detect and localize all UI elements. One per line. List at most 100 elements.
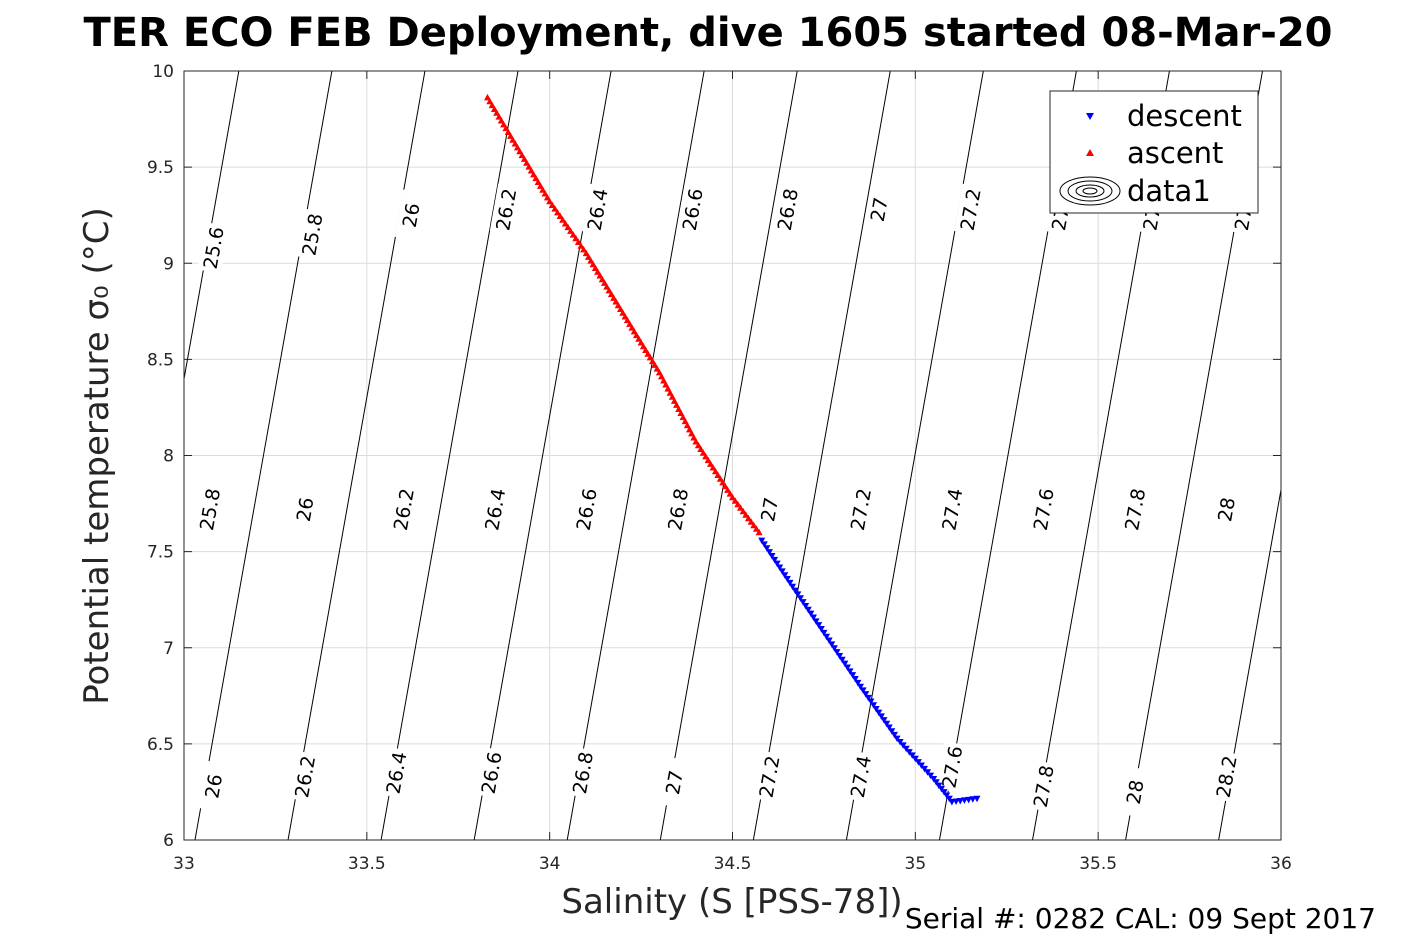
descent-point xyxy=(765,549,773,556)
descent-point xyxy=(763,545,771,552)
contour-label: 28 xyxy=(1214,496,1240,524)
descent-point xyxy=(802,602,810,610)
descent-point xyxy=(778,568,786,575)
ascent-point xyxy=(716,475,724,482)
descent-point xyxy=(789,583,797,591)
descent-point xyxy=(935,782,943,790)
descent-point xyxy=(783,576,791,583)
descent-point xyxy=(875,709,883,717)
descent-point xyxy=(965,796,973,804)
contour-label-bg xyxy=(935,483,968,536)
ascent-point xyxy=(750,521,758,529)
descent-point xyxy=(794,591,802,598)
descent-point xyxy=(893,735,901,743)
legend-descent-marker xyxy=(1086,113,1094,120)
descent-point xyxy=(902,745,910,753)
ascent-point xyxy=(724,486,732,493)
descent-point xyxy=(768,552,776,560)
descent-point xyxy=(870,702,878,709)
descent-point xyxy=(940,789,948,796)
descent-point xyxy=(948,799,956,806)
ascent-point xyxy=(755,528,763,536)
ascent-point xyxy=(546,197,554,205)
contour-label-bg xyxy=(1027,760,1060,812)
contour-label-bg xyxy=(844,750,877,803)
contour-label-bg xyxy=(197,760,230,812)
contour-label-bg xyxy=(380,746,413,799)
descent-point xyxy=(815,622,823,629)
ascent-point xyxy=(747,518,755,525)
descent-point xyxy=(917,762,925,770)
ascent-point xyxy=(564,223,572,231)
descent-point xyxy=(899,742,907,749)
legend-contour-icon xyxy=(1075,184,1105,198)
descent-point xyxy=(758,537,766,545)
descent-point xyxy=(849,672,857,679)
x-tick-label: 35 xyxy=(905,854,927,874)
y-tick-label: 8 xyxy=(163,447,174,467)
descent-point xyxy=(880,717,888,724)
descent-point xyxy=(833,649,841,656)
y-tick-label: 6 xyxy=(163,831,174,851)
contour-label-bg xyxy=(193,483,226,536)
ascent-point xyxy=(569,231,577,238)
descent-point xyxy=(908,752,916,759)
ascent-point xyxy=(719,478,727,486)
x-tick-label: 33 xyxy=(173,854,195,874)
descent-point xyxy=(771,556,779,564)
descent-point xyxy=(828,641,836,648)
contour-label-bg xyxy=(1118,766,1151,818)
descent-point xyxy=(786,579,794,587)
y-axis-label: Potential temperature σ₀ (°C) xyxy=(77,207,117,705)
contour-label-bg xyxy=(387,483,420,536)
descent-point xyxy=(956,797,964,805)
ascent-point xyxy=(726,490,734,497)
contour-label-bg xyxy=(753,483,786,536)
ascent-point xyxy=(551,205,559,212)
contour-label: 26 xyxy=(399,202,425,230)
contour-label-bg xyxy=(566,746,599,799)
legend-contour-icon xyxy=(1059,176,1121,206)
descent-point xyxy=(952,798,960,806)
descent-point xyxy=(973,795,981,803)
descent-point xyxy=(867,698,875,706)
descent-point xyxy=(843,664,851,671)
legend-entry-data1: data1 xyxy=(1127,174,1211,208)
contour-label-bg xyxy=(844,483,877,536)
descent-point xyxy=(791,587,799,595)
contour-label-bg xyxy=(771,183,804,236)
x-axis-label: Salinity (S [PSS-78]) xyxy=(561,882,902,922)
contour-label: 27 xyxy=(662,769,688,797)
ascent-point xyxy=(736,504,744,511)
ascent-point xyxy=(554,208,562,216)
ascent-point xyxy=(572,234,580,242)
descent-point xyxy=(911,755,919,763)
y-tick-label: 8.5 xyxy=(147,350,174,370)
descent-point xyxy=(841,660,849,668)
data-series xyxy=(484,93,981,806)
descent-point xyxy=(807,610,815,618)
isopycnal-line xyxy=(0,71,53,840)
ascent-point xyxy=(714,471,722,478)
descent-point xyxy=(864,694,872,702)
x-tick-label: 33.5 xyxy=(348,854,386,874)
descent-point xyxy=(885,724,893,731)
isopycnal-line xyxy=(380,71,519,840)
descent-point xyxy=(760,541,768,548)
contour-label-bg xyxy=(657,756,691,809)
ascent-point xyxy=(734,500,742,508)
ascent-point xyxy=(744,514,752,522)
ascent-point xyxy=(709,464,717,471)
legend-contour-icon xyxy=(1082,187,1098,195)
descent-point xyxy=(945,795,953,803)
descent-point xyxy=(796,595,804,602)
ascent-point xyxy=(702,452,710,460)
descent-point xyxy=(877,713,885,720)
descent-point xyxy=(809,614,817,621)
descent-point xyxy=(859,687,867,694)
descent-point xyxy=(872,705,880,713)
isopycnal-line xyxy=(184,71,240,382)
legend-contour-icon xyxy=(1067,180,1113,202)
descent-point xyxy=(932,779,940,786)
descent-point xyxy=(924,769,932,776)
